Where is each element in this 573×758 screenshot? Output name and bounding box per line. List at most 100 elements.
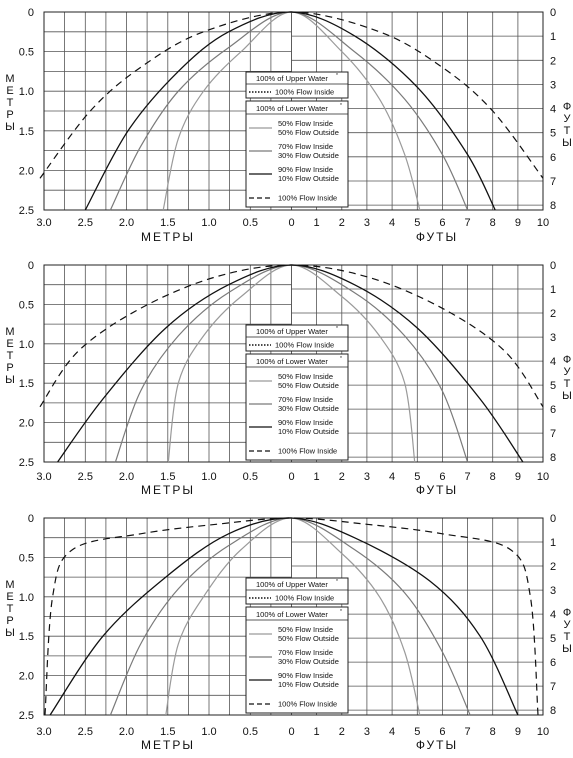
- legend-item-label: 70% Flow Inside: [278, 395, 333, 404]
- x-right-tick-label: 5: [414, 471, 420, 483]
- y-right-tick-label: 2: [550, 561, 556, 573]
- legend-item-label: 90% Flow Inside: [278, 671, 333, 680]
- y-axis-title-metres-char: Ы: [5, 374, 15, 386]
- y-axis-title-feet-char: Т: [564, 125, 571, 137]
- x-right-tick-label: 7: [465, 217, 471, 229]
- legend-item-label: 70% Flow Inside: [278, 648, 333, 657]
- y-left-tick-label: 1.5: [19, 378, 34, 390]
- legend-item-label: 100% Flow Inside: [278, 447, 337, 456]
- x-left-tick-label: 0: [288, 471, 294, 483]
- x-left-tick-label: 1.0: [201, 471, 216, 483]
- legend-item-label: 70% Flow Inside: [278, 142, 333, 151]
- legend-lower-header: 100% of Lower Water: [256, 104, 328, 113]
- x-right-tick-label: 10: [537, 726, 549, 738]
- y-axis-title-feet-char: Ф: [563, 607, 571, 619]
- x-left-tick-label: 3.0: [36, 217, 51, 229]
- x-right-tick-label: 3: [364, 217, 370, 229]
- y-left-tick-label: 2.5: [19, 710, 34, 722]
- x-left-tick-label: 2.5: [78, 217, 93, 229]
- y-right-tick-label: 8: [550, 705, 556, 717]
- y-axis-title-feet-char: У: [564, 619, 572, 631]
- legend-item-label: 30% Flow Outside: [278, 151, 339, 160]
- legend-item-label: 50% Flow Inside: [278, 372, 333, 381]
- x-right-tick-label: 2: [339, 726, 345, 738]
- y-axis-title-metres-char: Т: [7, 97, 14, 109]
- y-right-tick-label: 8: [550, 200, 556, 212]
- x-right-tick-label: 10: [537, 471, 549, 483]
- y-left-tick-label: 2.0: [19, 671, 34, 683]
- x-right-tick-label: 3: [364, 471, 370, 483]
- y-axis-title-feet-char: Ы: [562, 137, 572, 149]
- x-right-tick-label: 4: [389, 726, 395, 738]
- y-right-tick-label: 5: [550, 380, 556, 392]
- y-axis-title-feet-char: Т: [564, 378, 571, 390]
- legend-item-label: 90% Flow Inside: [278, 418, 333, 427]
- y-left-tick-label: 1.0: [19, 339, 34, 351]
- y-axis-title-feet-char: Ы: [562, 390, 572, 402]
- legend-lower-header: 100% of Lower Water: [256, 357, 328, 366]
- legend-upper-asterisk: *: [336, 326, 338, 332]
- legend-item-label: 50% Flow Outside: [278, 634, 339, 643]
- legend-upper-item: 100% Flow Inside: [275, 341, 334, 350]
- x-right-tick-label: 2: [339, 217, 345, 229]
- legend-lower-asterisk: *: [340, 103, 342, 109]
- x-axis-title-feet: ФУТЫ: [416, 738, 458, 752]
- y-axis-title-metres-char: Т: [7, 603, 14, 615]
- x-left-tick-label: 2.5: [78, 726, 93, 738]
- x-right-tick-label: 3: [364, 726, 370, 738]
- y-left-tick-label: 1.5: [19, 631, 34, 643]
- x-left-tick-label: 0.5: [243, 471, 258, 483]
- y-left-tick-label: 1.5: [19, 126, 34, 138]
- x-right-tick-label: 7: [465, 471, 471, 483]
- y-axis-title-feet-char: Т: [564, 631, 571, 643]
- legend-item-label: 50% Flow Inside: [278, 625, 333, 634]
- x-right-tick-label: 1: [314, 471, 320, 483]
- x-right-tick-label: 9: [515, 726, 521, 738]
- y-axis-title-metres-char: М: [5, 73, 14, 85]
- legend-item-label: 10% Flow Outside: [278, 427, 339, 436]
- y-left-tick-label: 2.5: [19, 457, 34, 469]
- y-axis-title-metres-char: Е: [6, 591, 13, 603]
- x-right-tick-label: 4: [389, 471, 395, 483]
- legend-item-label: 100% Flow Inside: [278, 700, 337, 709]
- x-left-tick-label: 0.5: [243, 217, 258, 229]
- y-axis-title-feet-char: Ф: [563, 354, 571, 366]
- legend-lower-box: [245, 100, 349, 208]
- x-right-tick-label: 8: [490, 471, 496, 483]
- legend-upper-header: 100% of Upper Water: [256, 327, 328, 336]
- y-left-tick-label: 1.0: [19, 592, 34, 604]
- y-right-tick-label: 1: [550, 31, 556, 43]
- y-right-tick-label: 6: [550, 152, 556, 164]
- legend-upper-box: [245, 577, 349, 605]
- y-right-tick-label: 3: [550, 79, 556, 91]
- x-right-tick-label: 6: [439, 726, 445, 738]
- x-right-tick-label: 4: [389, 217, 395, 229]
- y-axis-title-metres-char: Е: [6, 85, 13, 97]
- x-left-tick-label: 0: [288, 726, 294, 738]
- y-left-tick-label: 0.5: [19, 47, 34, 59]
- y-left-tick-label: 2.0: [19, 165, 34, 177]
- x-right-tick-label: 2: [339, 471, 345, 483]
- y-right-tick-label: 7: [550, 681, 556, 693]
- legend-item-label: 30% Flow Outside: [278, 657, 339, 666]
- y-left-tick-label: 0: [28, 260, 34, 272]
- legend-lower-asterisk: *: [340, 609, 342, 615]
- y-axis-title-metres-char: Ы: [5, 627, 15, 639]
- y-axis-title-metres-char: Т: [7, 350, 14, 362]
- legend-item-label: 50% Flow Outside: [278, 128, 339, 137]
- y-axis-title-metres-char: Р: [6, 362, 13, 374]
- x-left-tick-label: 1.5: [160, 726, 175, 738]
- y-axis-title-feet-char: У: [564, 113, 572, 125]
- x-left-tick-label: 3.0: [36, 726, 51, 738]
- y-right-tick-label: 0: [550, 513, 556, 525]
- legend-upper-box: [245, 71, 349, 99]
- x-right-tick-label: 9: [515, 217, 521, 229]
